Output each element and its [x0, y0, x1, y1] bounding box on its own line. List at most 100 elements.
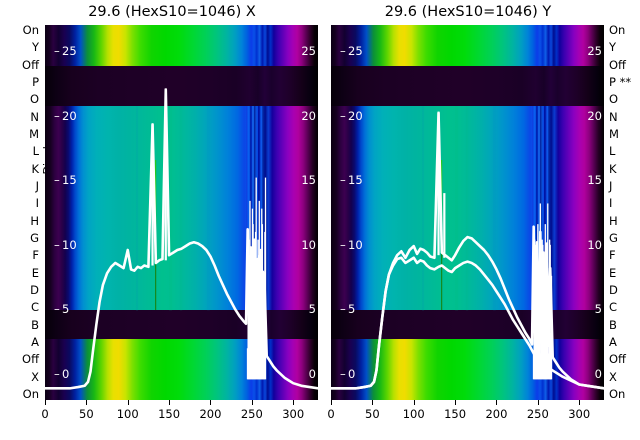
category-tick-left-11: H — [30, 213, 39, 228]
inner-ytick-x-r-15: 15 — [301, 173, 316, 188]
inner-ytick-x-r-5: 5 — [308, 302, 316, 317]
x-tick-label-left-300: 300 — [282, 407, 305, 421]
x-tick-mark-left-0 — [45, 400, 46, 405]
inner-ytick-y-l-5: –5 — [340, 303, 355, 315]
x-tick-mark-right-100 — [413, 400, 415, 405]
x-tick-label-left-250: 250 — [240, 407, 263, 421]
category-tick-right-15: D — [609, 282, 618, 297]
tick-value: 10 — [62, 237, 77, 252]
trace-burst-11 — [539, 203, 541, 380]
tick-dash-icon: – — [340, 108, 346, 123]
category-tick-left-8: K — [31, 161, 39, 176]
tick-value: 15 — [62, 173, 77, 188]
overlay-trace-x — [45, 88, 318, 390]
category-tick-left-7: L — [32, 144, 39, 159]
trace-spike-0 — [151, 123, 154, 266]
heatmap-band-y-2 — [331, 106, 604, 311]
category-tick-left-6: M — [29, 126, 39, 141]
tick-value: 25 — [62, 43, 77, 58]
x-tick-label-right-250: 250 — [526, 407, 549, 421]
tick-value: 20 — [348, 108, 363, 123]
tick-value: 0 — [348, 367, 356, 382]
x-tick-mark-right-0 — [331, 400, 332, 405]
inner-ytick-y-l-20: –20 — [340, 110, 363, 122]
category-tick-right-20: X — [609, 369, 617, 384]
category-tick-left-0: On — [22, 23, 39, 37]
category-tick-left-20: X — [31, 369, 39, 384]
category-tick-left-18: A — [31, 334, 39, 349]
trace-burst-29 — [550, 275, 553, 380]
panel-title-x: 29.6 (HexS10=1046) X — [88, 4, 256, 20]
x-tick-mark-right-300 — [579, 400, 581, 405]
category-tick-right-18: A — [609, 334, 617, 349]
inner-ytick-y-r-5: 5 — [594, 302, 602, 317]
tick-dash-icon: – — [340, 43, 346, 58]
category-tick-right-1: Y — [609, 40, 617, 55]
inner-ytick-x-l-25: –25 — [54, 45, 77, 57]
tick-dash-icon: – — [340, 367, 346, 382]
x-tick-mark-left-150 — [169, 400, 171, 405]
trace-spike-1 — [443, 193, 446, 258]
category-tick-right-2: Off — [609, 57, 626, 72]
tick-dash-icon: – — [340, 302, 346, 317]
tick-value: 10 — [348, 237, 363, 252]
tick-value: 5 — [62, 302, 70, 317]
category-tick-right-8: K — [609, 161, 617, 176]
category-tick-right-0: On — [609, 23, 626, 37]
tick-dash-icon: – — [54, 237, 60, 252]
category-tick-right-5: N — [609, 109, 618, 124]
heatmap-band-x-2 — [45, 106, 318, 311]
heatmap-panel-y[interactable]: –25–20–15–10–5–0 25 20 15 10 5 0 — [331, 25, 604, 400]
category-tick-right-16: C — [609, 300, 618, 315]
x-tick-label-right-0: 0 — [327, 407, 335, 421]
inner-ytick-y-r-15: 15 — [587, 173, 602, 188]
category-tick-right-4: O — [609, 92, 619, 107]
category-tick-left-1: Y — [31, 40, 39, 55]
heatmap-image-x — [45, 25, 318, 400]
inner-ytick-x-l-10: –10 — [54, 239, 77, 251]
x-tick-label-right-100: 100 — [402, 407, 425, 421]
x-axis-left: 0 50 100 150 200 250 300 — [41, 400, 318, 438]
tick-value: 25 — [348, 43, 363, 58]
x-tick-label-left-150: 150 — [158, 407, 181, 421]
tick-value: 15 — [348, 173, 363, 188]
x-tick-mark-left-250 — [251, 400, 253, 405]
tick-dash-icon: – — [54, 367, 60, 382]
trace-burst-27 — [549, 244, 551, 380]
x-tick-label-left-50: 50 — [79, 407, 94, 421]
trace-burst-3 — [534, 244, 537, 380]
inner-ytick-x-r-0: 0 — [308, 367, 316, 382]
trace-spike-0 — [437, 111, 440, 256]
heatmap-panel-x[interactable]: –25–20–15–10–5–0 25 20 15 10 5 0 — [45, 25, 318, 400]
heatmap-band-x-0 — [45, 25, 318, 66]
category-tick-right-6: M — [609, 126, 619, 141]
tick-dash-icon: – — [340, 173, 346, 188]
heatmap-image-y — [331, 25, 604, 400]
x-tick-mark-left-300 — [293, 400, 295, 405]
category-tick-right-12: G — [609, 230, 618, 245]
inner-ytick-y-l-0: –0 — [340, 368, 355, 380]
inner-ytick-x-l-15: –15 — [54, 174, 77, 186]
x-tick-label-left-0: 0 — [41, 407, 49, 421]
tick-dash-icon: – — [340, 237, 346, 252]
category-tick-left-5: N — [30, 109, 39, 124]
tick-dash-icon: – — [54, 43, 60, 58]
x-tick-mark-right-150 — [455, 400, 457, 405]
heatmap-band-x-3 — [45, 310, 318, 339]
category-tick-right-21: On — [609, 386, 626, 401]
inner-ytick-y-r-10: 10 — [587, 237, 602, 252]
tick-value: 20 — [62, 108, 77, 123]
heatmap-band-y-3 — [331, 310, 604, 339]
category-tick-left-21: On — [22, 386, 39, 401]
category-axis-left: On Y Off P O N M L K J I H G F E D C B A Off X On — [2, 22, 44, 402]
x-tick-label-right-150: 150 — [444, 407, 467, 421]
category-tick-left-19: Off — [22, 352, 39, 367]
category-tick-left-10: I — [35, 196, 39, 211]
trace-path-x-0 — [45, 88, 318, 390]
inner-ytick-x-r-25: 25 — [301, 43, 316, 58]
heatmap-band-y-0 — [331, 25, 604, 66]
category-tick-right-17: B — [609, 317, 617, 332]
category-tick-left-4: O — [29, 92, 39, 107]
trace-burst-19 — [544, 224, 546, 380]
